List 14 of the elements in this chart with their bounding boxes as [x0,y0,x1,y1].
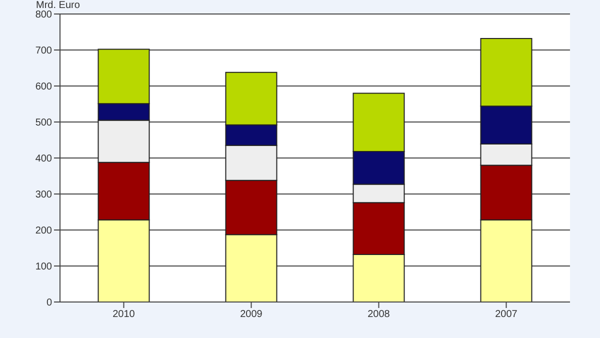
y-tick-label: 200 [35,226,52,237]
y-tick-label: 800 [35,10,52,21]
x-tick-label: 2009 [240,309,263,320]
y-tick-label: 500 [35,118,52,129]
x-tick-label: 2010 [112,309,136,320]
y-tick-label: 0 [46,298,52,309]
y-tick-label: 300 [35,190,52,201]
y-tick-label: 100 [35,262,52,273]
y-tick-label: 400 [35,154,52,165]
x-tick-label: 2007 [495,309,518,320]
y-axis-title: Mrd. Euro [36,0,80,11]
x-tick-label: 2008 [368,309,390,320]
y-tick-label: 600 [35,82,52,93]
y-tick-label: 700 [35,46,52,57]
